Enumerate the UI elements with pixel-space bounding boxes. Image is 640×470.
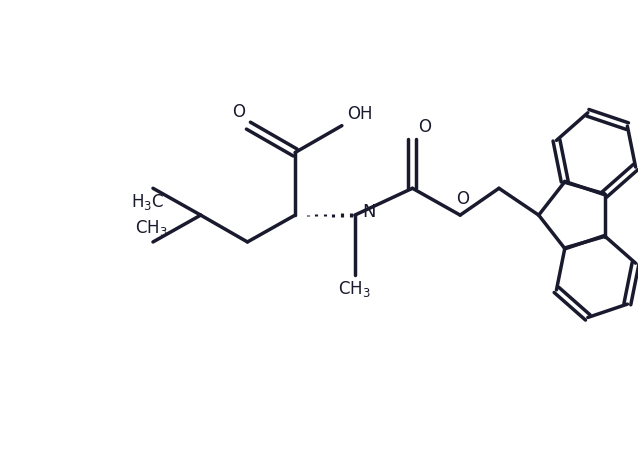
Text: CH$_3$: CH$_3$	[134, 218, 168, 238]
Text: CH$_3$: CH$_3$	[339, 279, 371, 298]
Text: N: N	[362, 203, 376, 221]
Text: O: O	[456, 190, 468, 208]
Text: OH: OH	[347, 105, 372, 123]
Text: O: O	[418, 118, 431, 136]
Text: H$_3$C: H$_3$C	[131, 192, 164, 212]
Text: O: O	[232, 103, 245, 121]
